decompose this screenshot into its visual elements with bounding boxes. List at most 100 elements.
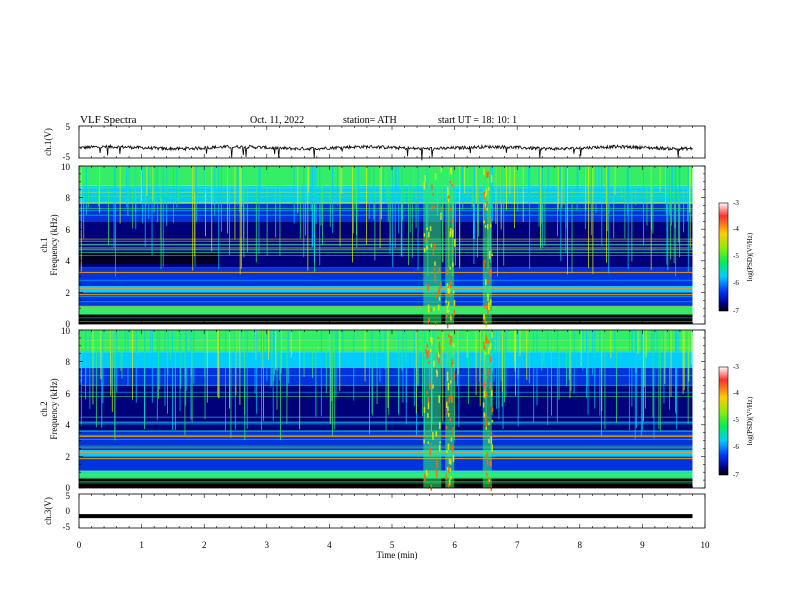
spectrogram-burst-speckle <box>489 299 492 306</box>
spectrogram-burst-speckle <box>452 427 455 436</box>
spectrogram-tone-line <box>79 244 693 246</box>
spectrogram-streak <box>416 330 418 386</box>
spectrogram-burst-speckle <box>487 307 489 314</box>
spectrogram-tone-line <box>79 447 693 449</box>
spectrogram-burst-speckle <box>452 248 454 254</box>
spectrogram-streak <box>384 330 386 370</box>
spectrogram-tone-line <box>79 240 693 242</box>
spectrogram-streak <box>651 330 653 366</box>
spectrogram-streak <box>587 330 589 386</box>
spectrogram-burst-speckle <box>449 467 451 473</box>
spectrogram-burst-speckle <box>449 180 451 184</box>
spectrogram-streak <box>542 166 544 248</box>
spectrogram-burst-speckle <box>447 412 450 417</box>
spectrogram-streak <box>404 166 406 204</box>
spectrogram-streak <box>263 330 265 422</box>
spectrogram-burst-speckle <box>438 421 441 430</box>
spectrogram-streak <box>642 330 644 432</box>
spectrogram-burst-speckle <box>440 206 443 212</box>
spectrogram-burst-speckle <box>447 483 450 489</box>
spectrogram-streak <box>479 330 481 407</box>
spectrogram-streak <box>102 330 104 404</box>
spectrogram-streak <box>310 166 312 211</box>
spectrogram-streak <box>588 166 589 269</box>
spectrogram-streak <box>547 330 549 426</box>
spectrogram-streak <box>687 166 689 272</box>
spectrogram-streak <box>217 330 219 397</box>
spectrogram-streak <box>547 166 549 204</box>
spectrogram-burst-speckle <box>424 283 427 287</box>
xtick-10: 10 <box>701 540 711 550</box>
xtick-0: 0 <box>77 540 82 550</box>
spectrogram-harmonic-line <box>79 271 693 274</box>
spectrogram-streak <box>176 166 178 208</box>
spectrogram-burst-speckle <box>437 352 440 358</box>
spectrogram-streak <box>127 330 129 386</box>
spectrogram-streak <box>659 166 661 192</box>
spectrogram-burst-speckle <box>439 441 441 444</box>
spectrogram-streak <box>225 330 226 432</box>
spectrogram-burst-speckle <box>484 206 486 211</box>
spectrogram-streak <box>230 330 232 438</box>
spectrogram-streak <box>319 166 321 266</box>
spectrogram-band-mid-blue <box>79 267 693 287</box>
spectrogram-burst-speckle <box>432 432 434 440</box>
spectrogram-burst-speckle <box>487 223 489 230</box>
spectrogram-streak <box>148 166 150 219</box>
spectrogram-streak <box>85 166 87 216</box>
spectrogram-streak <box>308 166 310 193</box>
spectrogram-streak <box>332 330 333 436</box>
spectrogram-streak <box>415 166 417 228</box>
spectrogram-burst-speckle <box>424 473 426 482</box>
spectrogram-streak <box>540 166 542 247</box>
spectrogram-burst-speckle <box>488 422 490 425</box>
spectrogram-streak <box>598 166 600 198</box>
spectrogram-tone-line <box>79 208 693 209</box>
spectrogram-streak <box>101 330 103 428</box>
spectrogram-streak <box>653 330 655 439</box>
spectrogram-streak <box>621 166 623 200</box>
spectrogram-streak <box>89 330 91 409</box>
spectrogram-streak <box>166 166 168 227</box>
spectrogram-burst-speckle <box>429 381 431 390</box>
spectrogram-tone-line <box>79 482 693 484</box>
spectrogram-streak <box>266 330 268 381</box>
spectrogram-streak <box>80 330 82 426</box>
spectrogram-streak <box>613 166 615 238</box>
spectrogram-burst-speckle <box>448 478 451 486</box>
station-label: station= ATH <box>343 115 397 126</box>
spectrogram-streak <box>320 330 322 416</box>
spectrogram-streak <box>178 166 180 202</box>
ch1-ytick-bottom: -5 <box>63 152 71 162</box>
spectrogram-burst-speckle <box>440 281 442 289</box>
spectrogram-streak <box>229 330 230 409</box>
ch3-ytick-mid: 0 <box>66 506 71 516</box>
spectrogram-streak <box>299 330 301 430</box>
spectrogram-streak <box>114 166 116 277</box>
spectrogram-streak <box>472 166 474 239</box>
spectrogram-streak <box>254 330 256 394</box>
spectrogram-streak <box>270 330 272 388</box>
spectrogram-burst-speckle <box>484 317 486 322</box>
spectrogram-burst-speckle <box>485 427 487 430</box>
spectrogram-harmonic-line <box>79 435 693 438</box>
xtick-8: 8 <box>578 540 583 550</box>
spectrogram-streak <box>194 166 196 193</box>
spectrogram-streak <box>538 166 540 227</box>
spectrogram-streak <box>155 166 157 192</box>
ch3-waveform-frame <box>78 493 706 529</box>
spectrogram-tone-line <box>79 252 693 253</box>
spectrogram-streak <box>144 166 146 247</box>
spectrogram-burst-speckle <box>434 278 437 283</box>
spectrogram-streak <box>150 330 151 369</box>
spectrogram-streak <box>505 330 507 397</box>
spectrogram-streak <box>687 166 689 222</box>
spectrogram-streak <box>497 166 498 277</box>
spectrogram-streak <box>159 330 161 390</box>
spectrogram-streak <box>568 330 570 380</box>
spectrogram-streak <box>218 166 220 270</box>
spectrogram-burst-speckle <box>449 281 451 288</box>
spectrogram-burst-speckle <box>486 337 488 344</box>
spectrogram-streak <box>92 330 94 405</box>
spectrogram-burst-speckle <box>435 469 438 478</box>
